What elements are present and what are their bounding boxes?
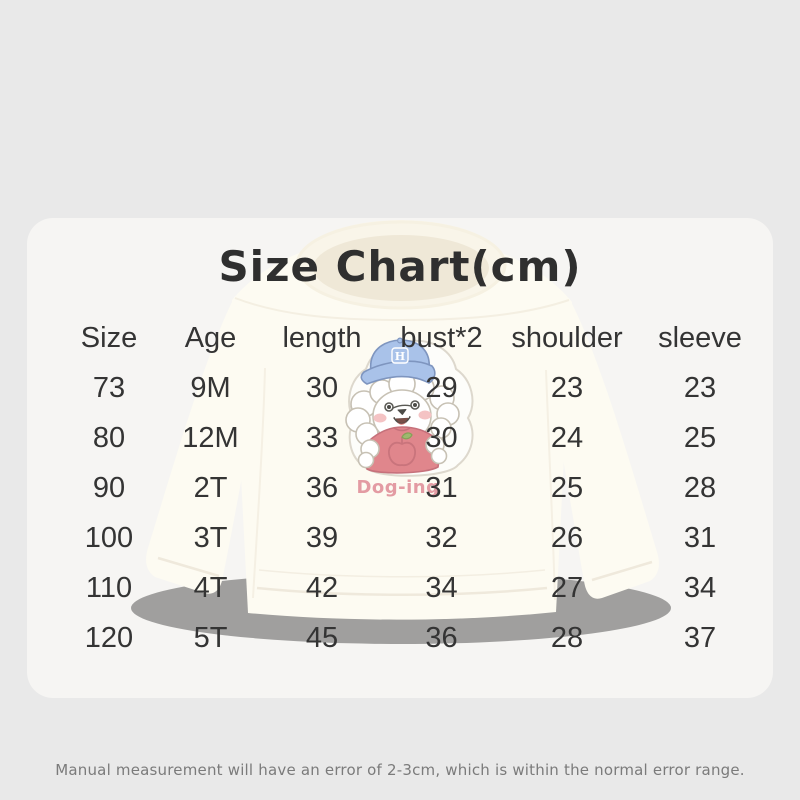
table-cell: 26 <box>550 521 584 554</box>
column-header-sleeve: sleeve <box>658 321 742 354</box>
table-cell: 9M <box>190 371 231 404</box>
apple-icon <box>388 432 416 467</box>
table-cell: 100 <box>84 521 134 554</box>
table-cell: 36 <box>425 621 458 654</box>
table-cell: 24 <box>550 421 584 454</box>
table-cell: 30 <box>305 371 339 404</box>
table-cell: 73 <box>92 371 126 404</box>
shirt-right-sleeve <box>546 298 659 599</box>
patch-brand-text: Dog-ing <box>356 477 439 498</box>
table-cell: 34 <box>683 571 717 604</box>
table-cell: 4T <box>193 571 228 604</box>
dog-face <box>373 400 432 425</box>
table-cell: 30 <box>425 421 458 454</box>
product-photo-panel: H <box>27 218 773 698</box>
column-header-shoulder: shoulder <box>511 321 623 354</box>
table-cell: 12M <box>182 421 239 454</box>
table-cell: 25 <box>683 421 717 454</box>
table-cell: 23 <box>550 371 584 404</box>
cap-letter: H <box>395 350 405 363</box>
dog-patch: H <box>340 336 482 508</box>
shirt-left-sleeve <box>146 296 265 594</box>
dog-paws <box>357 435 448 469</box>
table-cell: 42 <box>305 571 339 604</box>
column-header-age: Age <box>184 321 237 354</box>
table-cell: 31 <box>683 521 717 554</box>
table-cell: 28 <box>683 471 717 504</box>
page-title: Size Chart(cm) <box>218 242 582 291</box>
table-cell: 36 <box>305 471 339 504</box>
size-table: Size Age length bust*2 shoulder sleeve 7… <box>60 313 768 663</box>
table-cell: 31 <box>425 471 458 504</box>
shirt-collar-band <box>295 220 507 310</box>
table-cell: 25 <box>550 471 584 504</box>
table-cell: 29 <box>425 371 458 404</box>
footer-note: Manual measurement will have an error of… <box>55 761 745 779</box>
table-cell: 5T <box>193 621 228 654</box>
column-header-size: Size <box>80 321 138 354</box>
table-cell: 27 <box>550 571 584 604</box>
table-cell: 3T <box>193 521 228 554</box>
table-cell: 37 <box>683 621 717 654</box>
table-cell: 110 <box>85 571 133 604</box>
table-cell: 39 <box>305 521 339 554</box>
table-cell: 120 <box>84 621 134 654</box>
table-cell: 23 <box>683 371 717 404</box>
table-cell: 34 <box>425 571 458 604</box>
dog-patch-graphic: H <box>345 337 474 498</box>
table-cell: 90 <box>92 471 126 504</box>
shirt-photo <box>131 220 671 644</box>
column-header-length: length <box>282 321 362 354</box>
column-header-bust: bust*2 <box>400 321 483 354</box>
table-cell: 45 <box>305 621 339 654</box>
table-cell: 33 <box>305 421 339 454</box>
dog-cap-icon: H <box>360 337 436 385</box>
table-cell: 80 <box>92 421 126 454</box>
table-cell: 32 <box>425 521 458 554</box>
table-cell: 28 <box>550 621 584 654</box>
table-cell: 2T <box>193 471 228 504</box>
